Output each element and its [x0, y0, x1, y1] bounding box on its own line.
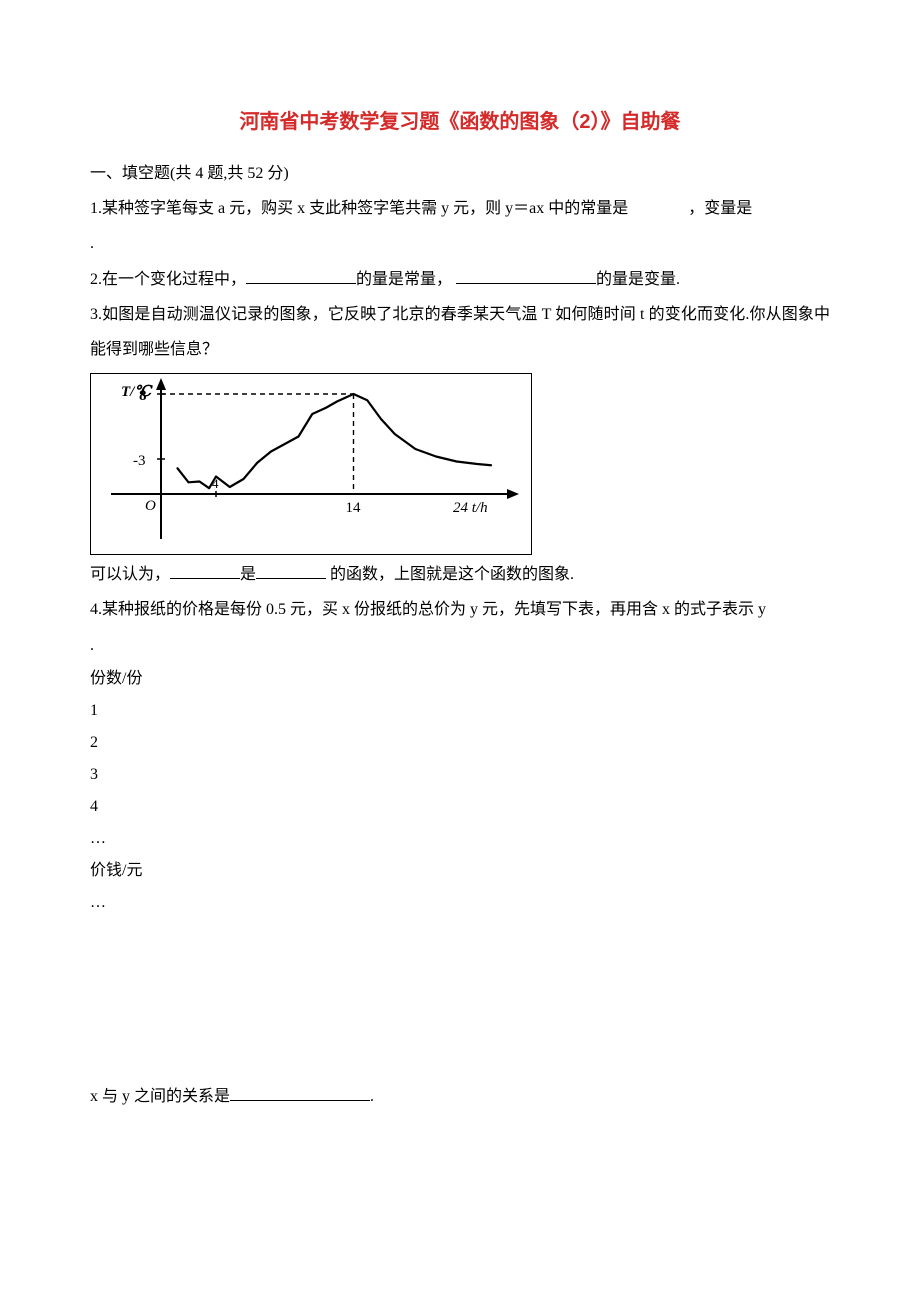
svg-text:-3: -3	[133, 453, 146, 469]
spacer	[90, 919, 830, 1079]
question-4: 4.某种报纸的价格是每份 0.5 元，买 x 份报纸的总价为 y 元，先填写下表…	[90, 592, 830, 627]
q3-text-c: 是	[240, 566, 256, 583]
table-header-price: 价钱/元	[90, 855, 830, 887]
svg-text:T/℃: T/℃	[121, 384, 153, 400]
svg-text:14: 14	[346, 500, 362, 516]
table-row: 4	[90, 791, 830, 823]
q2-blank-2	[456, 267, 596, 284]
page-title: 河南省中考数学复习题《函数的图象（2）》自助餐	[90, 100, 830, 144]
table-row: 1	[90, 695, 830, 727]
question-3-followup: 可以认为， 是 的函数，上图就是这个函数的图象.	[90, 557, 830, 592]
question-3: 3.如图是自动测温仪记录的图象，它反映了北京的春季某天气温 T 如何随时间 t …	[90, 297, 830, 367]
question-2: 2.在一个变化过程中， 的量是常量， 的量是变量.	[90, 262, 830, 297]
q2-text-a: 2.在一个变化过程中，	[90, 271, 246, 288]
q4-end-a: x 与 y 之间的关系是	[90, 1088, 230, 1105]
q3-text-b: 可以认为，	[90, 566, 170, 583]
table-row: …	[90, 887, 830, 919]
svg-text:O: O	[145, 498, 156, 514]
table-row: 2	[90, 727, 830, 759]
question-1: 1.某种签字笔每支 a 元，购买 x 支此种签字笔共需 y 元，则 y＝ax 中…	[90, 191, 830, 226]
q4-blank	[230, 1084, 370, 1101]
q1-tail: .	[90, 226, 830, 261]
question-4-end: x 与 y 之间的关系是.	[90, 1079, 830, 1114]
q4-end-b: .	[370, 1088, 374, 1105]
table-row: …	[90, 823, 830, 855]
q2-text-c: 的量是变量.	[596, 271, 680, 288]
section-heading: 一、填空题(共 4 题,共 52 分)	[90, 156, 830, 191]
table-header-copies: 份数/份	[90, 663, 830, 695]
q1-text-a: 1.某种签字笔每支 a 元，购买 x 支此种签字笔共需 y 元，则 y＝ax 中…	[90, 200, 628, 217]
q3-text-d: 的函数，上图就是这个函数的图象.	[326, 566, 574, 583]
q3-blank-2	[256, 562, 326, 579]
svg-text:24 t/h: 24 t/h	[453, 500, 488, 516]
q2-blank-1	[246, 267, 356, 284]
q2-text-b: 的量是常量，	[356, 271, 452, 288]
q1-text-b: ，变量是	[688, 200, 752, 217]
temperature-chart: T/℃8-3O41424 t/h	[90, 373, 532, 555]
table-row: 3	[90, 759, 830, 791]
q3-blank-1	[170, 562, 240, 579]
svg-text:8: 8	[139, 388, 147, 404]
q4-dot: .	[90, 628, 830, 663]
